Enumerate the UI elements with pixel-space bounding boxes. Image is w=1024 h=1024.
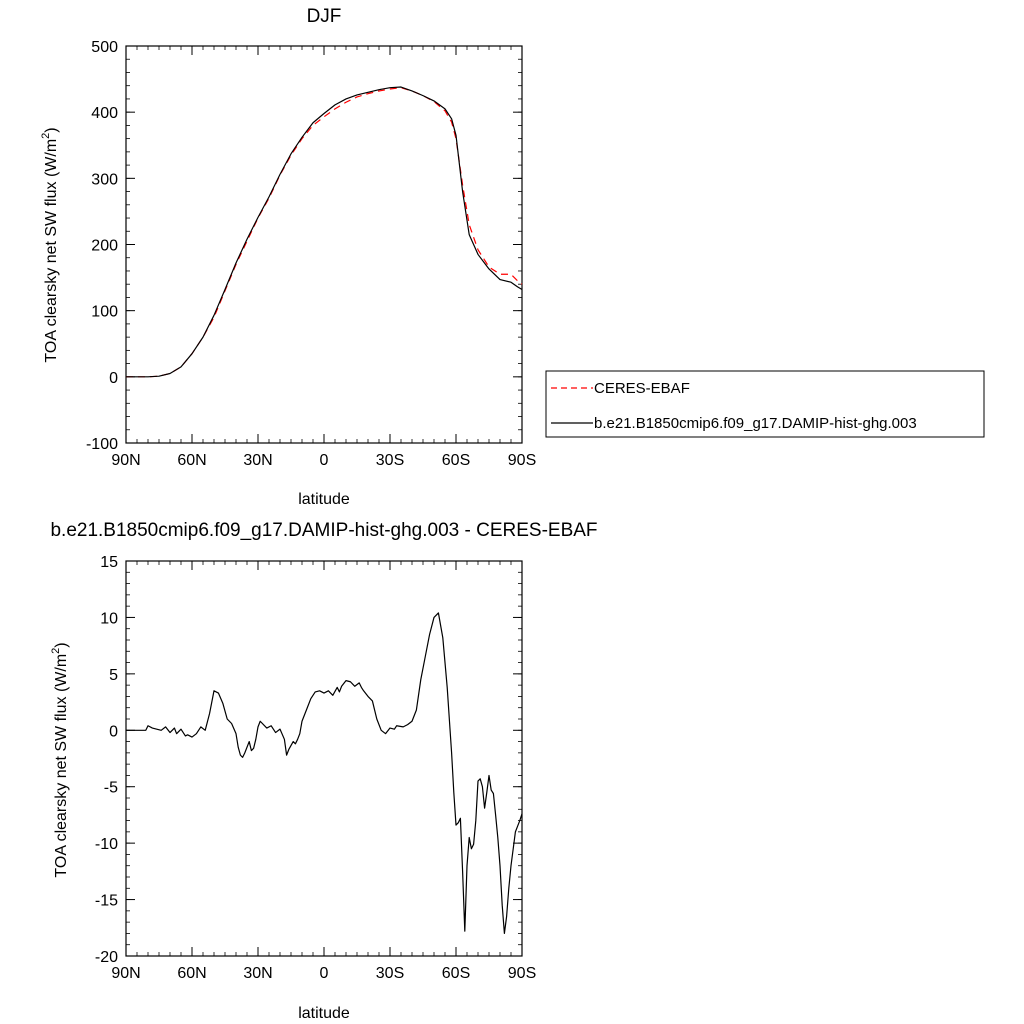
x-tick-label: 60N <box>177 965 206 982</box>
bottom-plot-area: -20 -15 -10 -5 0 5 10 15 90N 60N 30N 0 30S 60S 90S <box>95 554 536 982</box>
series-line-obs <box>126 87 523 378</box>
legend-label-obs: CERES-EBAF <box>594 380 690 397</box>
series-line-model <box>126 612 523 935</box>
bottom-ylabel-close: ) <box>53 642 70 647</box>
bottom-xlabel: latitude <box>298 1005 350 1022</box>
y-tick-label: 300 <box>91 171 118 188</box>
top-ylabel: TOA clearsky net SW flux (W/m2) <box>40 127 60 362</box>
y-tick-label: 15 <box>100 554 118 571</box>
legend-box <box>545 370 985 438</box>
y-tick-label: -5 <box>104 780 118 797</box>
y-tick-label: 10 <box>100 610 118 627</box>
x-tick-label: 0 <box>320 965 329 982</box>
x-tick-label: 90N <box>111 452 140 469</box>
y-tick-label: -10 <box>95 836 118 853</box>
y-tick-label: 500 <box>91 39 118 56</box>
bottom-ylabel-main: TOA clearsky net SW flux (W/m <box>53 654 70 878</box>
bottom-ylabel: TOA clearsky net SW flux (W/m2) <box>50 642 70 877</box>
x-tick-label: 90N <box>111 965 140 982</box>
x-tick-label: 30N <box>243 452 272 469</box>
y-tick-label: 0 <box>109 723 118 740</box>
bottom-panel: b.e21.B1850cmip6.f09_g17.DAMIP-hist-ghg.… <box>50 520 598 1022</box>
x-tick-label: 60N <box>177 452 206 469</box>
legend-label-model: b.e21.B1850cmip6.f09_g17.DAMIP-hist-ghg.… <box>594 415 917 432</box>
y-tick-label: 0 <box>109 370 118 387</box>
y-tick-label: -20 <box>95 949 118 966</box>
y-tick-label: -100 <box>86 436 118 453</box>
legend: CERES-EBAF b.e21.B1850cmip6.f09_g17.DAMI… <box>545 370 985 438</box>
series-line-model <box>126 86 523 378</box>
y-tick-label: -15 <box>95 893 118 910</box>
bottom-ylabel-sup: 2 <box>50 648 62 654</box>
top-ylabel-close: ) <box>43 127 60 132</box>
top-plot-area: -100 0 100 200 300 400 500 90N 60N 30N 0 30S 60S 90S <box>86 39 536 469</box>
x-tick-label: 30S <box>376 965 404 982</box>
bottom-title: b.e21.B1850cmip6.f09_g17.DAMIP-hist-ghg.… <box>50 520 597 541</box>
y-tick-label: 400 <box>91 105 118 122</box>
y-tick-label: 200 <box>91 238 118 255</box>
x-tick-label: 60S <box>442 965 470 982</box>
x-tick-label: 60S <box>442 452 470 469</box>
y-tick-label: 5 <box>109 667 118 684</box>
top-title: DJF <box>307 6 342 27</box>
x-tick-label: 30S <box>376 452 404 469</box>
top-ylabel-main: TOA clearsky net SW flux (W/m <box>43 139 60 363</box>
plot-frame-top <box>125 45 523 444</box>
top-panel: DJF -100 0 100 200 300 400 500 90N 60N 30N 0 30S 60S… <box>40 6 985 508</box>
x-tick-label: 0 <box>320 452 329 469</box>
x-tick-label: 90S <box>508 965 536 982</box>
x-tick-label: 30N <box>243 965 272 982</box>
top-ylabel-sup: 2 <box>40 133 52 139</box>
plot-frame-bottom <box>125 560 523 957</box>
y-tick-label: 100 <box>91 304 118 321</box>
x-tick-label: 90S <box>508 452 536 469</box>
top-xlabel: latitude <box>298 491 350 508</box>
